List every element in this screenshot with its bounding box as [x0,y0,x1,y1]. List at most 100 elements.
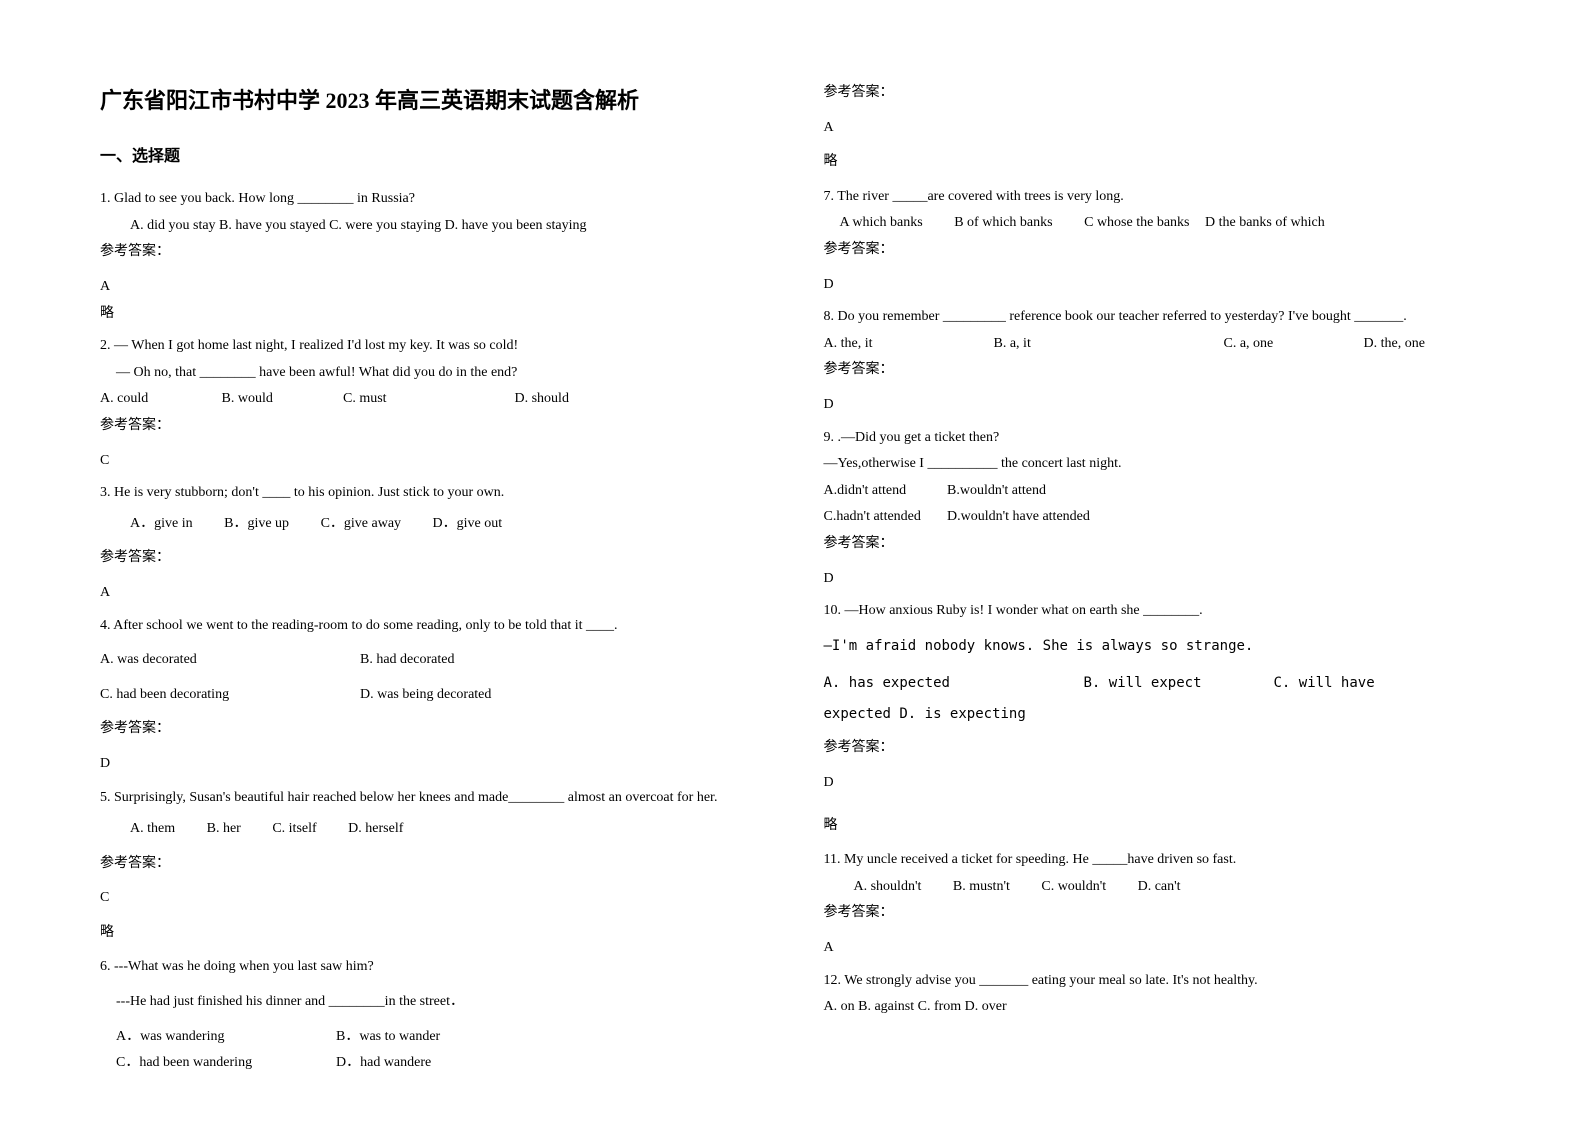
q6-note: 略 [824,149,1488,176]
q11-answer: A [824,935,1488,962]
q7-opt-a: A which banks [840,210,923,237]
q10-opt-a: A. has expected [824,667,1084,701]
q9-line1: 9. .—Did you get a ticket then? [824,425,1488,452]
q6-opt-c: C．had been wandering [116,1050,336,1077]
doc-title: 广东省阳江市书村中学 2023 年高三英语期末试题含解析 [100,80,764,122]
q4-opt-b: B. had decorated [360,647,454,674]
q6-opts-row2: C．had been wandering D．had wandere [100,1050,764,1077]
answer-label: 参考答案： [100,239,764,266]
answer-label: 参考答案： [100,851,764,878]
question-4: 4. After school we went to the reading-r… [100,613,764,778]
q7-options: A which banks B of which banks C whose t… [824,210,1488,237]
q9-options-row2: C.hadn't attended D.wouldn't have attend… [824,504,1488,531]
q2-line2: — Oh no, that ________ have been awful! … [100,360,764,387]
question-2: 2. — When I got home last night, I reali… [100,333,764,474]
q1-options: A. did you stay B. have you stayed C. we… [100,213,764,240]
q5-opt-b: B. her [207,816,241,843]
q4-opt-c: C. had been decorating [100,682,360,709]
q4-opts-row1: A. was decorated B. had decorated [100,647,764,674]
q8-text: 8. Do you remember _________ reference b… [824,304,1488,331]
q9-opt-a: A.didn't attend [824,478,944,505]
q2-opt-b: B. would [222,386,312,413]
q2-answer: C [100,448,764,475]
q7-opt-c: C whose the banks [1084,210,1189,237]
q2-opt-a: A. could [100,386,190,413]
q10-answer: D [824,770,1488,797]
q5-opt-c: C. itself [272,816,316,843]
q2-line1: 2. — When I got home last night, I reali… [100,333,764,360]
q11-opt-c: C. wouldn't [1041,874,1106,901]
question-1: 1. Glad to see you back. How long ______… [100,186,764,327]
q6-opt-b: B．was to wander [336,1024,440,1051]
question-12: 12. We strongly advise you _______ eatin… [824,968,1488,1021]
answer-label: 参考答案： [824,531,1488,558]
q9-answer: D [824,566,1488,593]
q9-opt-b: B.wouldn't attend [947,478,1046,505]
q10-opt-d-line: expected D. is expecting [824,701,1488,728]
q10-options-row1: A. has expected B. will expect C. will h… [824,667,1488,701]
q5-answer: C [100,885,764,912]
q10-line1: 10. —How anxious Ruby is! I wonder what … [824,598,1488,625]
question-8: 8. Do you remember _________ reference b… [824,304,1488,418]
q4-opt-a: A. was decorated [100,647,360,674]
q5-text: 5. Surprisingly, Susan's beautiful hair … [100,785,764,812]
q7-opt-d: D the banks of which [1205,210,1325,237]
q6-opts-row1: A．was wandering B．was to wander [100,1024,764,1051]
q8-answer: D [824,392,1488,419]
q4-opts-row2: C. had been decorating D. was being deco… [100,682,764,709]
question-11: 11. My uncle received a ticket for speed… [824,847,1488,961]
q2-opt-d: D. should [515,386,569,413]
q3-opt-b: B．give up [224,511,289,538]
q11-text: 11. My uncle received a ticket for speed… [824,847,1488,874]
q7-answer: D [824,272,1488,299]
q6-opt-d: D．had wandere [336,1050,431,1077]
q10-opt-b: B. will expect [1084,667,1274,701]
q10-opt-c: C. will have [1274,667,1375,701]
q10-line2: —I'm afraid nobody knows. She is always … [824,633,1488,660]
answer-label: 参考答案： [100,545,764,572]
q3-text: 3. He is very stubborn; don't ____ to hi… [100,480,764,507]
answer-label: 参考答案： [824,80,1488,107]
q9-options-row1: A.didn't attend B.wouldn't attend [824,478,1488,505]
answer-label: 参考答案： [824,237,1488,264]
q8-opt-c: C. a, one [1224,331,1364,358]
answer-label: 参考答案： [824,357,1488,384]
q5-opt-d: D. herself [348,816,403,843]
question-9: 9. .—Did you get a ticket then? —Yes,oth… [824,425,1488,593]
q3-opt-c: C．give away [321,511,401,538]
q11-options: A. shouldn't B. mustn't C. wouldn't D. c… [824,874,1488,901]
q6-answer: A [824,115,1488,142]
q12-text: 12. We strongly advise you _______ eatin… [824,968,1488,995]
q5-options: A. them B. her C. itself D. herself [100,816,764,843]
q11-opt-a: A. shouldn't [854,874,922,901]
q3-options: A．give in B．give up C．give away D．give o… [100,511,764,538]
q8-opt-b: B. a, it [994,331,1224,358]
q1-answer: A [100,274,764,301]
answer-label: 参考答案： [824,900,1488,927]
answer-label: 参考答案： [824,735,1488,762]
q9-opt-d: D.wouldn't have attended [947,504,1090,531]
q3-opt-a: A．give in [130,511,193,538]
q8-opt-a: A. the, it [824,331,994,358]
q3-opt-d: D．give out [433,511,503,538]
q1-note: 略 [100,301,764,328]
question-5: 5. Surprisingly, Susan's beautiful hair … [100,785,764,946]
question-10: 10. —How anxious Ruby is! I wonder what … [824,598,1488,839]
question-7: 7. The river _____are covered with trees… [824,184,1488,298]
q5-note: 略 [100,920,764,947]
q2-opt-c: C. must [343,386,483,413]
q8-opt-d: D. the, one [1364,331,1425,358]
q6-opt-a: A．was wandering [116,1024,336,1051]
q2-options: A. could B. would C. must D. should [100,386,764,413]
q6-line2: ---He had just finished his dinner and _… [100,989,764,1016]
q4-answer: D [100,751,764,778]
q9-line2: —Yes,otherwise I __________ the concert … [824,451,1488,478]
q4-opt-d: D. was being decorated [360,682,491,709]
answer-label: 参考答案： [100,413,764,440]
q5-opt-a: A. them [130,816,175,843]
section-heading: 一、选择题 [100,142,764,172]
q4-text: 4. After school we went to the reading-r… [100,613,764,640]
q8-options: A. the, it B. a, it C. a, one D. the, on… [824,331,1488,358]
q9-opt-c: C.hadn't attended [824,504,944,531]
q3-answer: A [100,580,764,607]
